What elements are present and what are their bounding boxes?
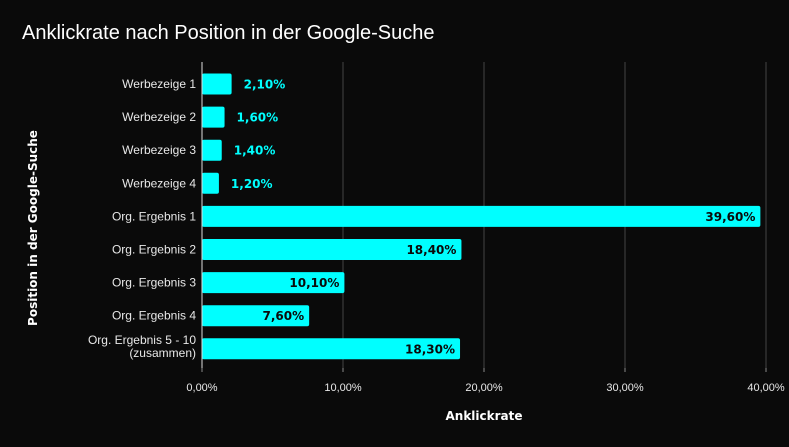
category-label: Werbezeige 2 [122, 110, 196, 124]
data-label: 1,60% [237, 111, 279, 125]
category-label: Org. Ergebnis 1 [112, 209, 196, 223]
category-label: Org. Ergebnis 2 [112, 243, 196, 257]
data-label: 1,20% [231, 177, 273, 191]
category-label: Werbezeige 3 [122, 143, 196, 157]
category-label: Org. Ergebnis 4 [112, 309, 196, 323]
x-tick-label: 20,00% [465, 382, 503, 394]
bar [202, 139, 222, 161]
category-label: Org. Ergebnis 5 - 10 [88, 333, 196, 347]
category-label: (zusammen) [129, 346, 196, 360]
x-tick-label: 30,00% [606, 382, 644, 394]
x-axis-title: Anklickrate [445, 409, 523, 423]
x-tick-label: 40,00% [747, 382, 785, 394]
bar [202, 172, 219, 194]
data-label: 7,60% [263, 309, 305, 323]
bar [202, 73, 232, 95]
category-label: Werbezeige 1 [122, 77, 196, 91]
category-label: Werbezeige 4 [122, 176, 196, 190]
x-tick-label: 10,00% [324, 382, 362, 394]
data-label: 18,40% [406, 243, 456, 257]
bar [202, 106, 225, 128]
data-label: 18,30% [405, 342, 455, 356]
bar [202, 205, 761, 227]
data-label: 39,60% [705, 210, 755, 224]
data-label: 1,40% [234, 144, 276, 158]
category-label: Org. Ergebnis 3 [112, 276, 196, 290]
data-label: 2,10% [244, 78, 286, 92]
x-tick-label: 0,00% [186, 382, 217, 394]
bar [202, 338, 461, 360]
chart-title: Anklickrate nach Position in der Google-… [22, 22, 435, 44]
bar [202, 305, 310, 327]
bar [202, 272, 345, 294]
data-label: 10,10% [289, 276, 339, 290]
bar [202, 239, 462, 260]
